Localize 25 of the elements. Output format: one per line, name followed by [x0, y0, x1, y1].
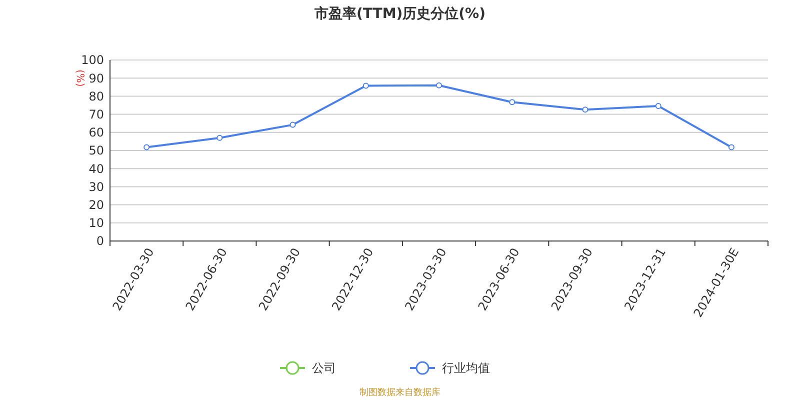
y-tick-label: 60: [88, 126, 104, 140]
y-tick-label: 30: [88, 180, 104, 194]
point: [362, 82, 369, 89]
text: 制图数据来自数据库: [360, 387, 440, 398]
point: [509, 99, 516, 106]
point: [582, 106, 588, 113]
y-tick-label: 70: [88, 108, 104, 122]
point: [216, 134, 223, 141]
point: [144, 144, 150, 150]
y-tick-label: 80: [88, 89, 104, 104]
y-tick-label: 100: [81, 53, 104, 68]
y-tick-label: 0: [96, 234, 104, 248]
y-axis-title: (%): [74, 69, 85, 87]
point: [436, 82, 442, 88]
y-tick-label: 40: [88, 162, 104, 176]
y-tick-label: 50: [88, 144, 104, 158]
chart-title: 市盈率(TTM)历史分位(%): [314, 5, 486, 22]
point: [728, 144, 734, 150]
legend-label: 行业均值: [442, 361, 490, 376]
legend-label: 公司: [312, 361, 336, 376]
y-tick-label: 20: [88, 198, 104, 212]
y-tick-label: 10: [88, 216, 104, 230]
y-tick-label: 90: [88, 71, 104, 86]
point: [655, 102, 662, 109]
point: [290, 122, 296, 128]
